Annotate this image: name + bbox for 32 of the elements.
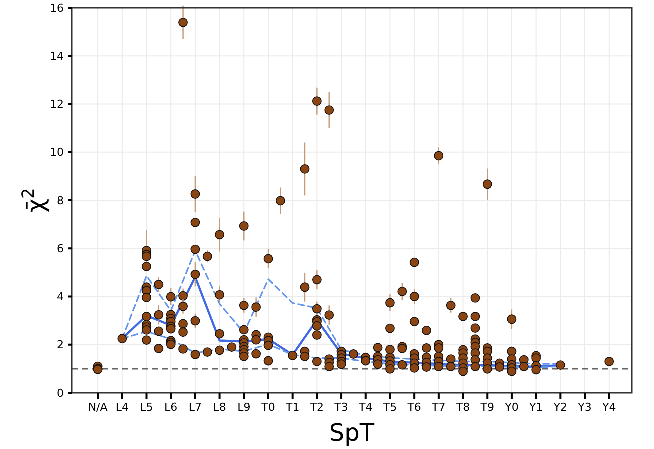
x-tick-label: Y3 — [577, 401, 592, 414]
x-axis-title: SpT — [329, 419, 375, 447]
y-tick-label: 16 — [50, 2, 64, 15]
x-tick-label: Y1 — [528, 401, 544, 414]
x-tick-label: T3 — [334, 401, 348, 414]
y-tick-label: 10 — [50, 146, 64, 160]
y-tick-label: 0 — [57, 386, 64, 400]
x-tick-label: T1 — [284, 401, 300, 414]
x-tick-label: Y0 — [504, 401, 519, 414]
x-tick-label: T4 — [358, 401, 373, 414]
x-tick-label: T9 — [480, 401, 494, 414]
x-tick-label: L6 — [164, 401, 178, 414]
x-tick-label: T5 — [382, 401, 398, 414]
y-tick-label: 12 — [50, 98, 64, 112]
x-tick-label: Y2 — [552, 401, 568, 414]
y-tick-label: 2 — [57, 338, 64, 352]
x-tick-label: T7 — [431, 401, 446, 414]
x-tick-label: T8 — [455, 401, 470, 414]
y-tick-label: 8 — [57, 194, 64, 208]
x-tick-label: N/A — [88, 401, 108, 414]
y-tick-label: 6 — [57, 242, 64, 256]
x-tick-label: T6 — [406, 401, 422, 414]
x-tick-label: L4 — [116, 401, 129, 414]
y-tick-label: 14 — [50, 50, 64, 63]
x-tick-label: T2 — [309, 401, 324, 414]
x-tick-label: T0 — [260, 401, 276, 414]
x-tick-label: L7 — [188, 401, 202, 414]
x-tick-label: L9 — [238, 401, 251, 414]
y-tick-label: 4 — [57, 290, 64, 304]
x-tick-label: L8 — [213, 401, 226, 414]
x-tick-label: L5 — [140, 401, 154, 414]
x-tick-label: Y4 — [601, 401, 616, 414]
